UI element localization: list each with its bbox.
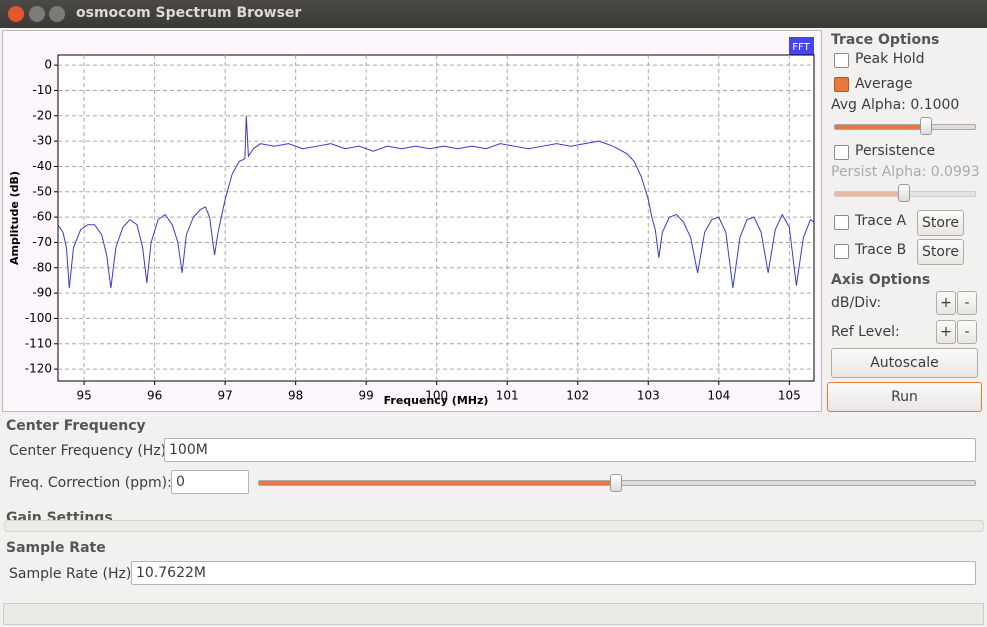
y-tick-label: -30 — [32, 134, 52, 148]
label: Center Frequency (Hz): — [9, 443, 171, 459]
status-bar — [3, 603, 984, 625]
slider-knob[interactable] — [920, 117, 932, 135]
slider-knob[interactable] — [610, 474, 622, 492]
section-title: Sample Rate — [6, 540, 106, 556]
x-tick-label: 98 — [288, 389, 303, 403]
text-input[interactable]: 100M — [164, 438, 976, 462]
plus-button[interactable]: + — [936, 291, 956, 315]
x-tick-label: 100 — [425, 389, 448, 403]
fft-badge — [789, 37, 814, 55]
x-tick-label: 104 — [707, 389, 730, 403]
x-tick-label: 105 — [778, 389, 801, 403]
y-tick-label: -10 — [32, 83, 52, 97]
checkbox[interactable] — [834, 215, 849, 230]
y-tick-label: -60 — [32, 210, 52, 224]
checkbox-label: Peak Hold — [855, 51, 925, 67]
slider[interactable] — [834, 124, 976, 130]
checkbox-label: Trace B — [855, 242, 907, 258]
minus-button[interactable]: - — [957, 291, 977, 315]
checkbox-checked[interactable] — [834, 77, 849, 92]
y-tick-label: -120 — [25, 362, 52, 376]
minus-button[interactable]: - — [957, 320, 977, 344]
y-tick-label: -90 — [32, 286, 52, 300]
plot-panel: FFT Amplitude (dB) Frequency (MHz) 0 -10 -… — [2, 30, 822, 412]
y-tick-label: -100 — [25, 311, 52, 325]
x-tick-label: 99 — [359, 389, 374, 403]
y-tick-label: -20 — [32, 108, 52, 122]
plus-button[interactable]: + — [936, 320, 956, 344]
minimize-button[interactable] — [29, 6, 45, 22]
x-tick-label: 102 — [566, 389, 589, 403]
checkbox[interactable] — [834, 244, 849, 259]
checkbox[interactable] — [834, 53, 849, 68]
y-tick-label: -40 — [32, 159, 52, 173]
x-axis-title: Frequency (MHz) — [384, 394, 489, 407]
close-button[interactable] — [8, 6, 24, 22]
x-tick-label: 101 — [496, 389, 519, 403]
y-tick-label: -50 — [32, 184, 52, 198]
label: Persist Alpha: 0.0993 — [831, 164, 980, 180]
label: Freq. Correction (ppm): — [9, 475, 172, 491]
chart: FFT Amplitude (dB) Frequency (MHz) 0 -10 -… — [8, 37, 815, 407]
y-axis-title: Amplitude (dB) — [8, 171, 21, 265]
y-tick-label: -80 — [32, 260, 52, 274]
window-title: osmocom Spectrum Browser — [76, 5, 302, 21]
checkbox[interactable] — [834, 145, 849, 160]
section-frame — [4, 520, 984, 532]
spectrum-trace — [57, 115, 815, 289]
label: Ref Level: — [831, 324, 900, 340]
store-button[interactable]: Store — [917, 210, 964, 236]
x-tick-label: 103 — [637, 389, 660, 403]
store-button[interactable]: Store — [917, 239, 964, 265]
label: Avg Alpha: 0.1000 — [831, 97, 960, 113]
plot-area — [57, 54, 815, 382]
checkbox-label: Average — [855, 76, 913, 92]
y-tick-label: -70 — [32, 235, 52, 249]
maximize-button[interactable] — [49, 6, 65, 22]
text-input[interactable]: 10.7622M — [131, 561, 976, 585]
section-title: Center Frequency — [6, 418, 146, 434]
section-title: Axis Options — [831, 272, 931, 288]
y-tick-label: -110 — [25, 336, 52, 350]
x-tick-label: 95 — [76, 389, 91, 403]
title-bar — [0, 0, 987, 28]
text-input[interactable]: 0 — [171, 470, 249, 494]
checkbox-label: Persistence — [855, 143, 936, 159]
x-tick-label: 96 — [147, 389, 162, 403]
run-button[interactable]: Run — [827, 382, 982, 412]
label: dB/Div: — [831, 295, 882, 311]
slider-knob — [898, 184, 910, 202]
label: Sample Rate (Hz): — [9, 566, 137, 582]
fft-badge-label: FFT — [792, 42, 810, 53]
section-title: Trace Options — [831, 32, 940, 48]
y-tick-label: 0 — [44, 58, 52, 72]
checkbox-label: Trace A — [855, 213, 907, 229]
x-tick-label: 97 — [217, 389, 232, 403]
autoscale-button[interactable]: Autoscale — [831, 348, 978, 378]
